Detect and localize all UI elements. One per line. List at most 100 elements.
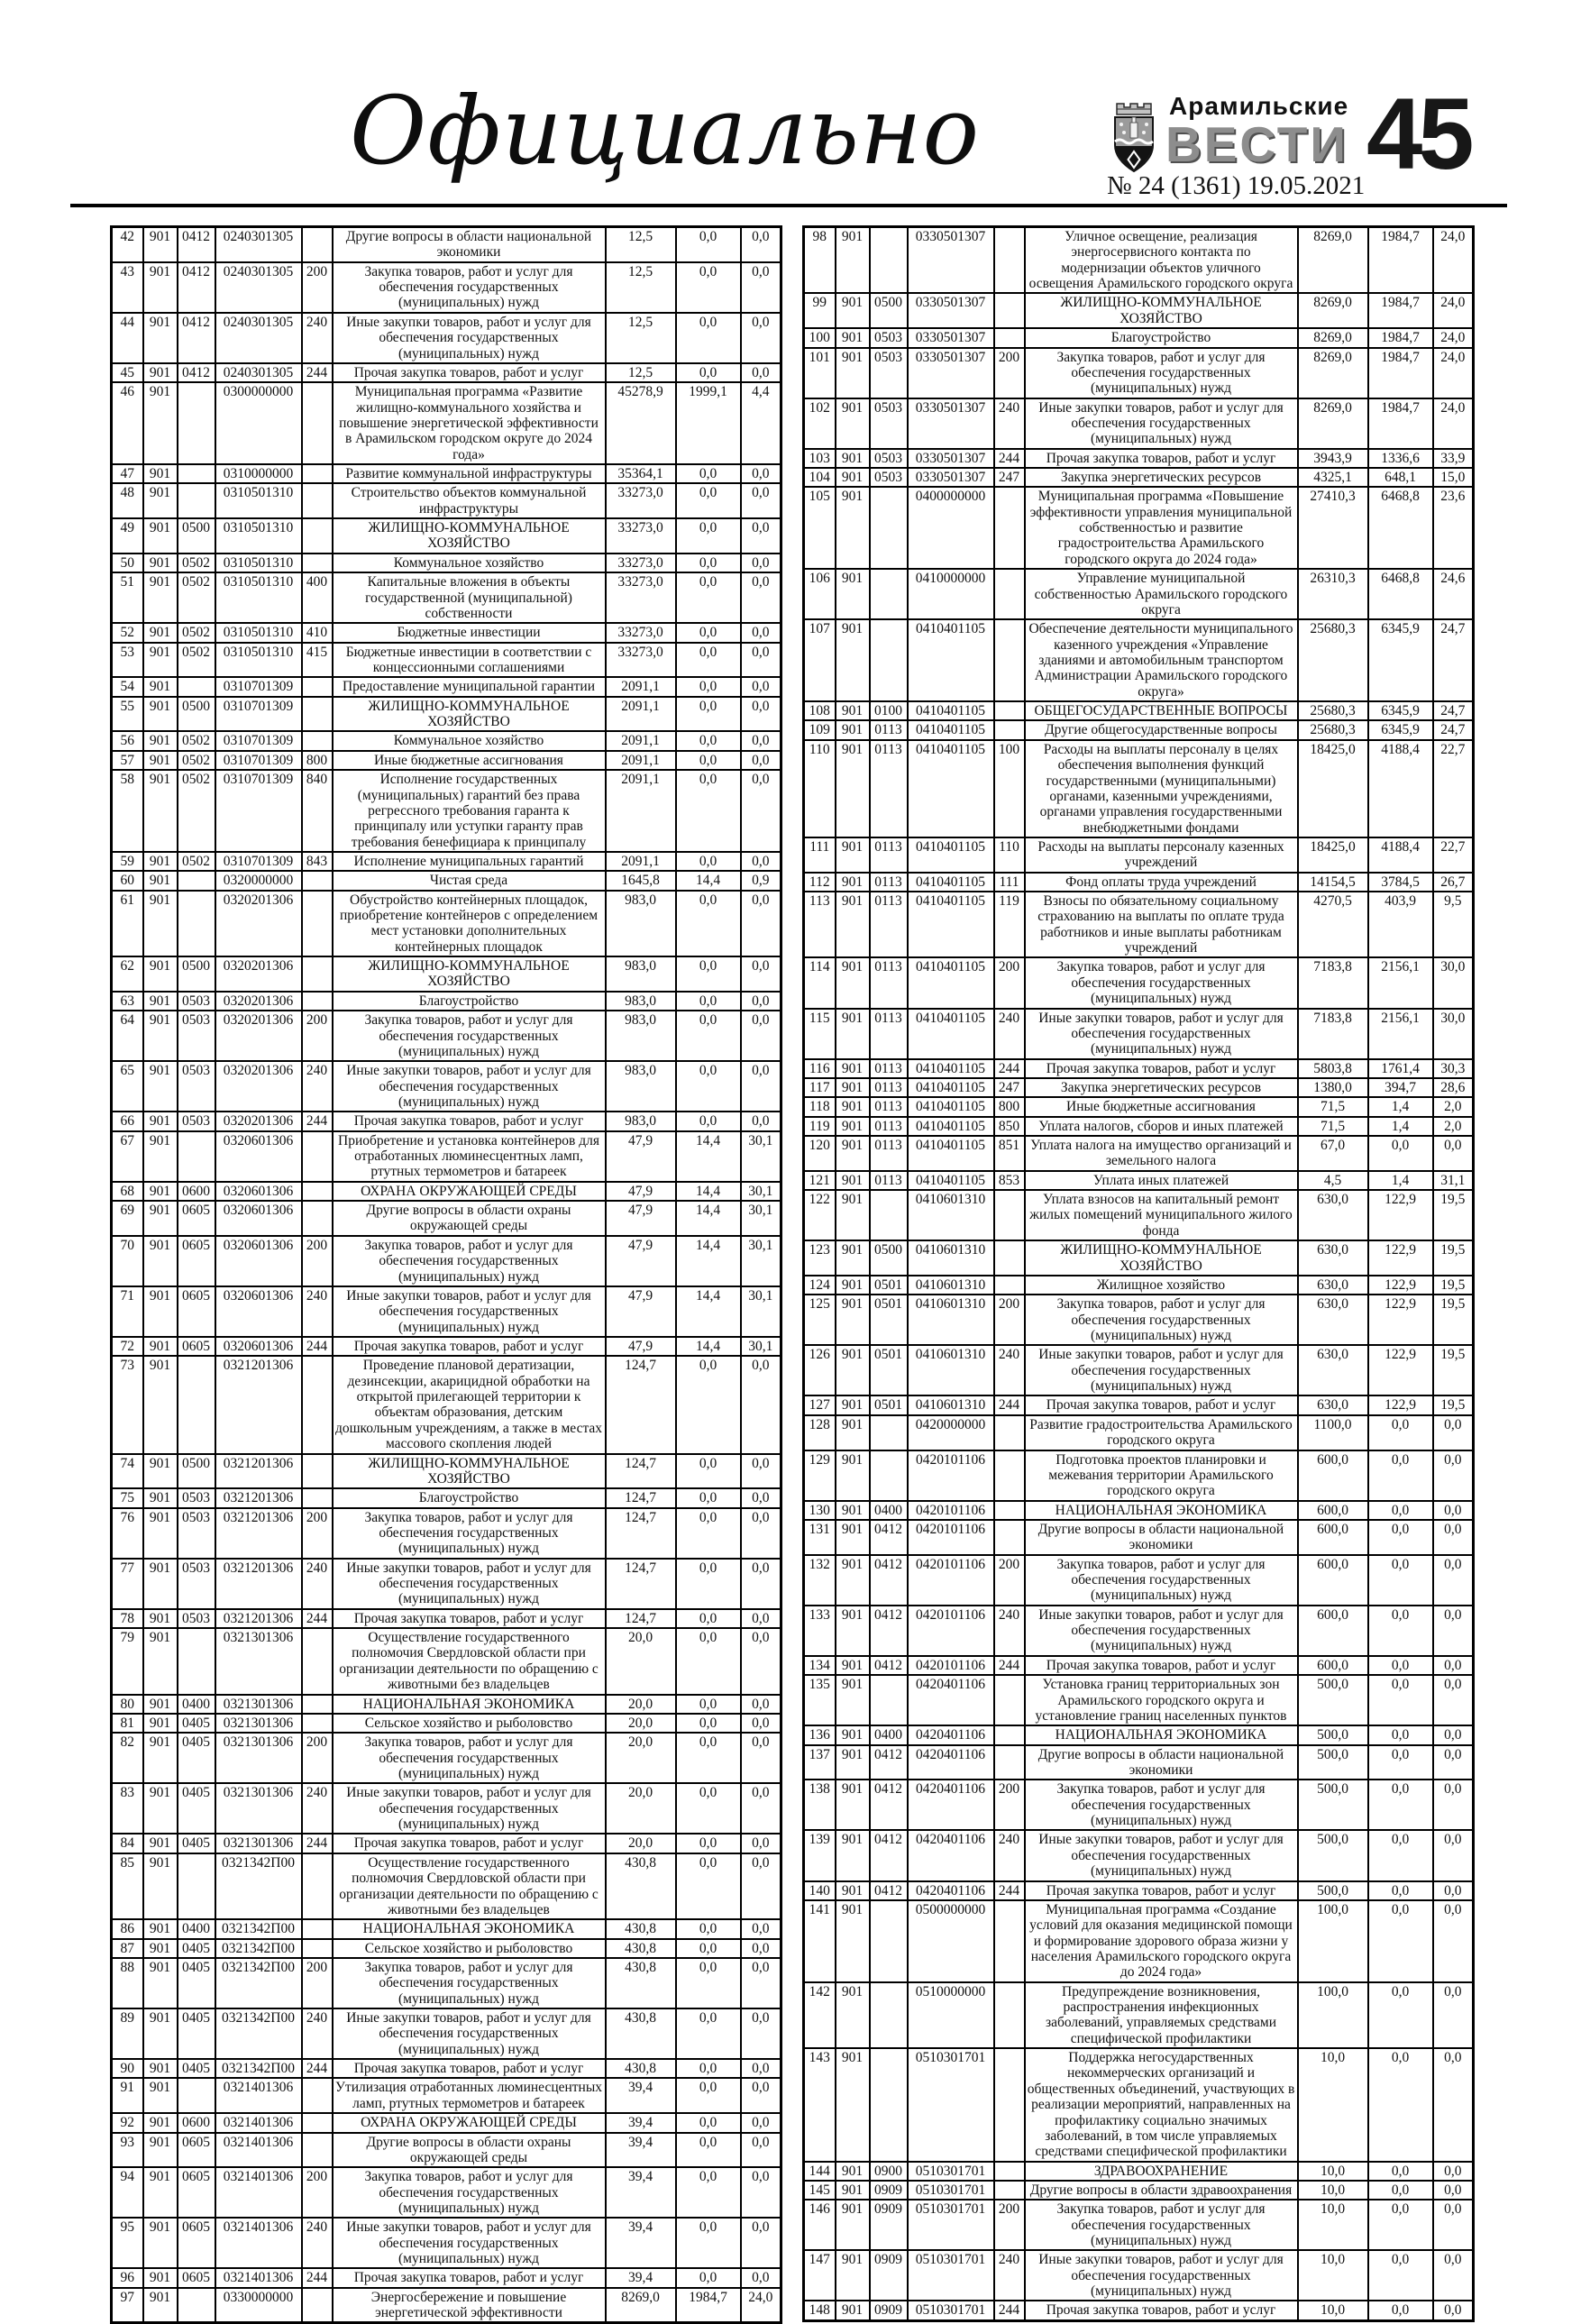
expenditure-name: Прочая закупка товаров, работ и услуг — [1023, 2300, 1299, 2322]
row-number: 95 — [110, 2217, 144, 2270]
amount-col-2: 0,0 — [674, 1506, 742, 1560]
amount-col-1: 20,0 — [604, 1693, 677, 1715]
amount-col-2: 0,0 — [674, 1111, 742, 1132]
grbs-code: 901 — [834, 467, 871, 489]
amount-col-1: 100,0 — [1296, 1899, 1369, 1983]
amount-col-3: 0,0 — [739, 1452, 782, 1490]
row-number: 147 — [802, 2249, 836, 2302]
table-row: 114 901 0113 0410401105 200 Закупка товаров, … — [802, 956, 1475, 1010]
grbs-code: 901 — [834, 1115, 871, 1138]
amount-col-2: 0,0 — [674, 695, 742, 733]
target-item-code: 0320601306 — [214, 1200, 303, 1237]
amount-col-2: 0,0 — [674, 2008, 742, 2061]
expenditure-name: Приобретение и установка контейнеров для… — [331, 1130, 607, 1183]
expenditure-name: Расходы на выплаты персоналу в целях обе… — [1023, 738, 1299, 838]
row-number: 74 — [110, 1452, 144, 1490]
expense-kind-code: 240 — [992, 2249, 1026, 2302]
amount-col-3: 0,0 — [739, 2008, 782, 2061]
grbs-code: 901 — [834, 1899, 871, 1983]
amount-col-1: 12,5 — [604, 361, 677, 384]
target-item-code: 0240301305 — [214, 261, 303, 314]
section-code — [868, 486, 909, 571]
target-item-code: 0410401105 — [906, 871, 995, 893]
amount-col-2: 0,0 — [674, 1852, 742, 1921]
row-number: 148 — [802, 2300, 836, 2322]
row-number: 128 — [802, 1414, 836, 1451]
amount-col-1: 26310,3 — [1296, 568, 1369, 621]
grbs-code: 901 — [834, 719, 871, 741]
target-item-code: 0321201306 — [214, 1607, 303, 1630]
amount-col-2: 0,0 — [1366, 1654, 1434, 1677]
row-number: 143 — [802, 2047, 836, 2163]
expense-kind-code: 244 — [992, 1057, 1026, 1079]
row-number: 84 — [110, 1833, 144, 1854]
expense-kind-code: 244 — [300, 2058, 334, 2080]
expenditure-name: Другие вопросы в области национальной эк… — [1023, 1743, 1299, 1781]
amount-col-1: 983,0 — [604, 990, 677, 1012]
amount-col-3: 19,5 — [1431, 1274, 1475, 1296]
amount-col-1: 14154,5 — [1296, 871, 1369, 893]
budget-table-right: 98 901 0330501307 Уличное освещение, реализ… — [802, 225, 1475, 2322]
row-number: 86 — [110, 1918, 144, 1940]
target-item-code: 0321201306 — [214, 1452, 303, 1490]
amount-col-1: 124,7 — [604, 1557, 677, 1610]
amount-col-1: 20,0 — [604, 1712, 677, 1734]
expense-kind-code — [300, 1852, 334, 1921]
table-row: 77 901 0503 0321201306 240 Иные закупки товар… — [110, 1557, 782, 1610]
target-item-code: 0510301701 — [906, 2300, 995, 2322]
amount-col-1: 500,0 — [1296, 1779, 1369, 1832]
expenditure-name: Осуществление государственного полномочи… — [331, 1627, 607, 1696]
target-item-code: 0410401105 — [906, 1169, 995, 1192]
table-row: 91 901 0321401306 Утилизация отработанных л… — [110, 2077, 782, 2115]
section-code — [176, 870, 216, 892]
section-code: 0113 — [868, 1115, 909, 1138]
table-row: 124 901 0501 0410601310 Жилищное хозяйство 63… — [802, 1274, 1475, 1296]
target-item-code: 0420401106 — [906, 1829, 995, 1882]
amount-col-2: 0,0 — [674, 225, 742, 263]
expense-kind-code: 247 — [992, 467, 1026, 489]
expenditure-name: Прочая закупка товаров, работ и услуг — [1023, 1880, 1299, 1901]
expenditure-name: Бюджетные инвестиции — [331, 622, 607, 644]
amount-col-2: 0,0 — [1366, 1499, 1434, 1521]
table-row: 53 901 0502 0310501310 415 Бюджетные инвестиц… — [110, 641, 782, 679]
section-code: 0412 — [868, 1829, 909, 1882]
section-code — [868, 1189, 909, 1242]
grbs-code: 901 — [142, 2131, 178, 2169]
amount-col-2: 14,4 — [674, 1285, 742, 1339]
section-code: 0503 — [176, 1010, 216, 1063]
section-code: 0113 — [868, 956, 909, 1010]
row-number: 106 — [802, 568, 836, 621]
expenditure-name: Благоустройство — [1023, 327, 1299, 349]
amount-col-3: 24,0 — [1431, 292, 1475, 330]
row-number: 48 — [110, 482, 144, 520]
row-number: 96 — [110, 2267, 144, 2289]
amount-col-3: 0,0 — [739, 1833, 782, 1854]
amount-col-3: 0,9 — [739, 870, 782, 892]
grbs-code: 901 — [834, 1779, 871, 1832]
expense-kind-code — [992, 618, 1026, 703]
target-item-code: 0330501307 — [906, 397, 995, 450]
table-row: 103 901 0503 0330501307 244 Прочая закупка то… — [802, 447, 1475, 470]
expenditure-name: Чистая среда — [331, 870, 607, 892]
amount-col-1: 33273,0 — [604, 482, 677, 520]
amount-col-2: 0,0 — [674, 749, 742, 772]
amount-col-1: 630,0 — [1296, 1189, 1369, 1242]
amount-col-2: 0,0 — [674, 517, 742, 554]
grbs-code: 901 — [142, 1180, 178, 1203]
section-code: 0412 — [176, 311, 216, 364]
expense-kind-code: 240 — [992, 1344, 1026, 1397]
target-item-code: 0321401306 — [214, 2166, 303, 2219]
section-code: 0100 — [868, 700, 909, 722]
expenditure-name: ЗДРАВООХРАНЕНИЕ — [1023, 2160, 1299, 2182]
amount-col-2: 122,9 — [1366, 1344, 1434, 1397]
amount-col-3: 24,7 — [1431, 618, 1475, 703]
row-number: 132 — [802, 1553, 836, 1606]
expense-kind-code — [300, 1937, 334, 1959]
amount-col-3: 0,0 — [739, 1918, 782, 1940]
amount-col-2: 122,9 — [1366, 1395, 1434, 1416]
table-row: 116 901 0113 0410401105 244 Прочая закупка то… — [802, 1057, 1475, 1079]
amount-col-3: 0,0 — [739, 2217, 782, 2270]
amount-col-1: 39,4 — [604, 2131, 677, 2169]
grbs-code: 901 — [834, 1743, 871, 1781]
amount-col-1: 630,0 — [1296, 1274, 1369, 1296]
